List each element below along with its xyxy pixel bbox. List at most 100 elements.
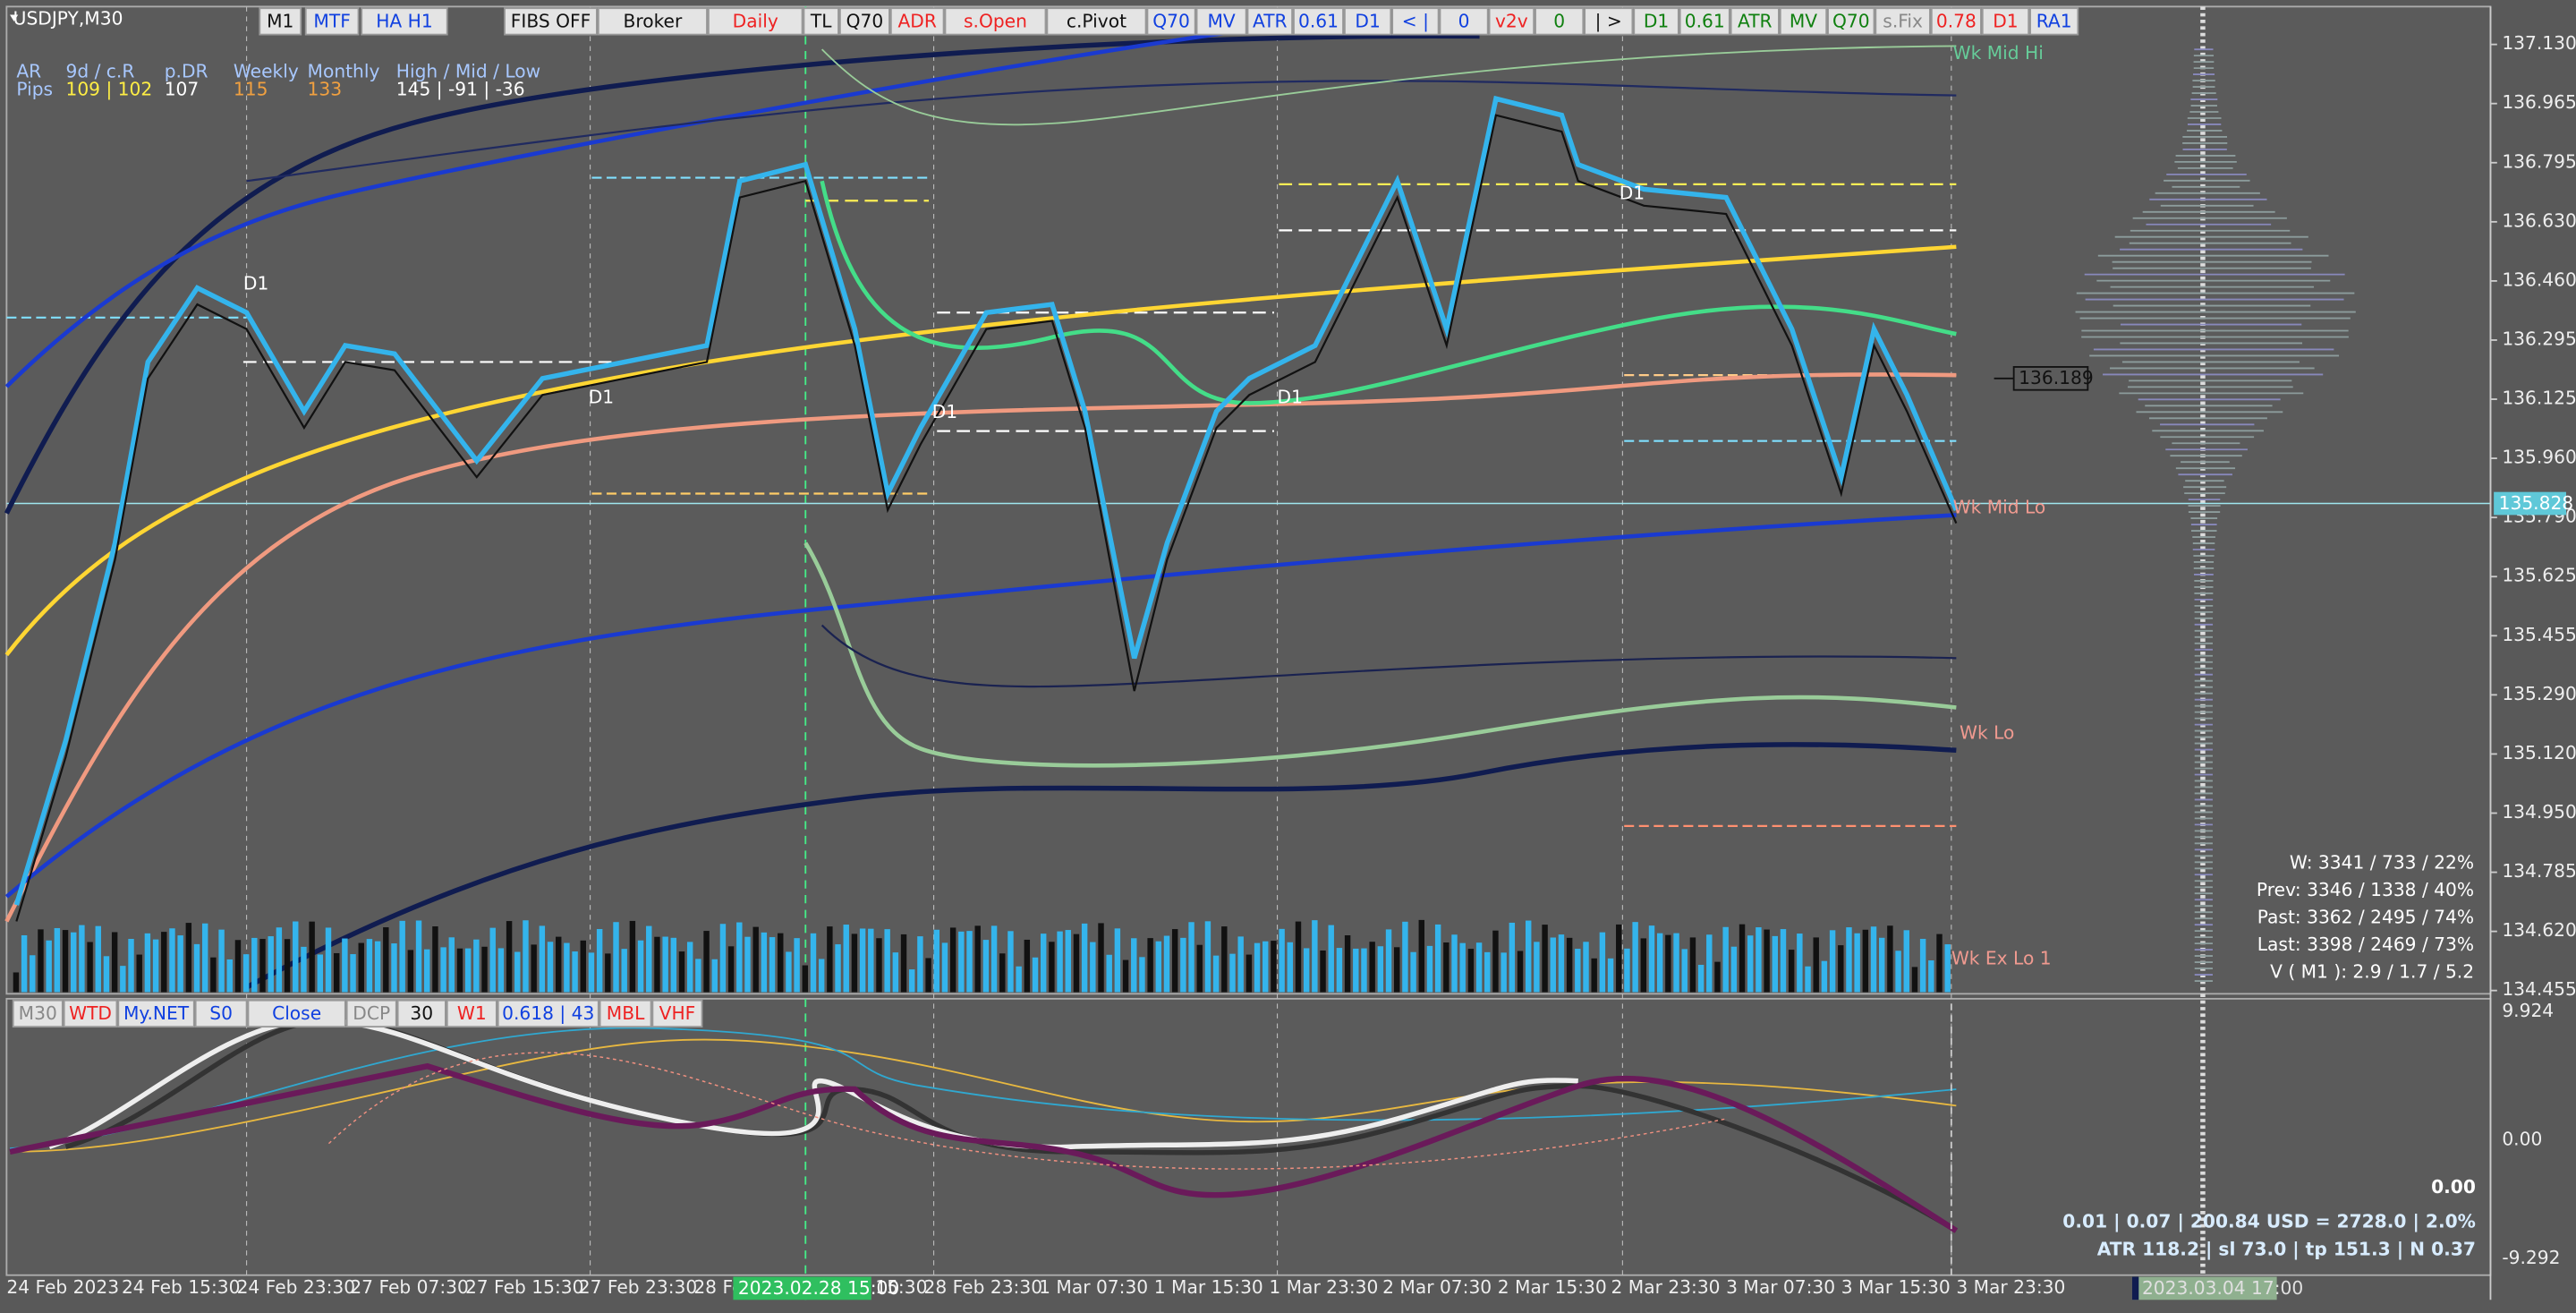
toolbar-button[interactable] [1488,7,1535,36]
indicator-curves [4,27,1957,990]
toolbar-button[interactable] [1930,7,1982,36]
indicator-button-label[interactable]: W1 [457,1002,487,1024]
volume-bar [670,937,677,993]
volume-bar [851,934,858,993]
toolbar-button[interactable] [707,7,803,36]
toolbar-button[interactable] [1633,7,1679,36]
toolbar-button-label[interactable]: FIBS OFF [511,10,591,31]
indicator-button-label[interactable]: MBL [607,1002,645,1024]
toolbar-button-label[interactable]: v2v [1495,10,1528,31]
toolbar-button[interactable] [1981,7,2030,36]
toolbar-button-label[interactable]: D1 [1644,10,1669,31]
toolbar-button[interactable] [597,7,708,36]
toolbar-button-label[interactable]: M1 [267,10,293,31]
volume-bar [1944,944,1951,993]
volume-bar [1887,925,1893,993]
indicator-button[interactable] [194,999,248,1028]
toolbar-button[interactable] [304,7,360,36]
toolbar-button[interactable] [803,7,839,36]
right-time-box [2131,1276,2277,1300]
toolbar-button-label[interactable]: ADR [897,10,936,31]
toolbar-button[interactable] [1875,7,1931,36]
indicator-button-label[interactable]: WTD [69,1002,112,1024]
chart-label: D1 [932,401,957,422]
info-header: AR [16,60,41,81]
volume-bar [1204,921,1211,993]
toolbar-button-label[interactable]: | > [1595,10,1622,31]
toolbar-button[interactable] [2029,7,2079,36]
toolbar-button-label[interactable]: RA1 [2036,10,2072,31]
toolbar-button[interactable] [1343,7,1392,36]
toolbar-button-label[interactable]: Broker [623,10,682,31]
toolbar-button[interactable] [1391,7,1440,36]
price-label: 134.785 [2502,860,2576,882]
toolbar-button[interactable] [1246,7,1294,36]
volume-bar [686,942,693,993]
toolbar-button-label[interactable]: s.Open [964,10,1027,31]
toolbar-button[interactable] [944,7,1047,36]
toolbar-button[interactable] [1827,7,1875,36]
indicator-button[interactable] [12,999,64,1028]
toolbar-button[interactable] [1730,7,1780,36]
toolbar-button-label[interactable]: < | [1402,10,1429,31]
toolbar-button-label[interactable]: MV [1790,10,1817,31]
indicator-button[interactable] [446,999,497,1028]
toolbar-button-label[interactable]: s.Fix [1883,10,1923,31]
indicator-button[interactable] [651,999,703,1028]
volume-bar [293,921,299,993]
toolbar-button[interactable] [1293,7,1344,36]
toolbar-button[interactable] [1439,7,1489,36]
toolbar-button-label[interactable]: ATR [1253,10,1288,31]
toolbar-button[interactable] [361,7,448,36]
indicator-button-label[interactable]: VHF [659,1002,696,1024]
indicator-button-label[interactable]: S0 [209,1002,233,1024]
toolbar-button[interactable] [838,7,890,36]
toolbar-button-label[interactable]: TL [810,10,832,31]
toolbar-button-label[interactable]: 0.61 [1685,10,1725,31]
volume-bar [1862,929,1869,993]
toolbar-button-label[interactable]: MTF [313,10,350,31]
indicator-button[interactable] [396,999,446,1028]
toolbar-button[interactable] [1195,7,1247,36]
toolbar-button[interactable] [1146,7,1196,36]
toolbar-button-label[interactable]: D1 [1355,10,1380,31]
toolbar-button-label[interactable]: ATR [1738,10,1773,31]
toolbar-button[interactable] [889,7,945,36]
toolbar-button[interactable] [1679,7,1730,36]
toolbar-button-label[interactable]: MV [1207,10,1235,31]
indicator-button[interactable] [63,999,118,1028]
toolbar-button-label[interactable]: Q70 [1152,10,1190,31]
indicator-button[interactable] [497,999,599,1028]
indicator-button-label[interactable]: 30 [410,1002,433,1024]
info-pips: 109 | 102 [65,79,152,100]
toolbar-button[interactable] [504,7,598,36]
chart-label: D1 [243,273,268,294]
indicator-button-label[interactable]: M30 [19,1002,57,1024]
toolbar-button[interactable] [1535,7,1585,36]
indicator-button-label[interactable]: My.NET [123,1002,190,1024]
time-label: 24 Feb 15:30 [122,1276,241,1298]
toolbar-button[interactable] [1584,7,1634,36]
toolbar-button[interactable] [1779,7,1828,36]
toolbar-button-label[interactable]: 0.61 [1298,10,1339,31]
indicator-button-label[interactable]: DCP [353,1002,390,1024]
toolbar-button-label[interactable]: c.Pivot [1067,10,1126,31]
toolbar-button-label[interactable]: 0 [1458,10,1470,31]
indicator-button[interactable] [599,999,652,1028]
volume-bar [778,933,784,993]
indicator-button[interactable] [117,999,195,1028]
toolbar-button[interactable] [1046,7,1147,36]
toolbar-button-label[interactable]: 0.78 [1936,10,1977,31]
toolbar-button-label[interactable]: 0 [1553,10,1565,31]
toolbar-button[interactable] [259,7,302,36]
toolbar-button-label[interactable]: D1 [1993,10,2018,31]
toolbar-button-label[interactable]: Q70 [1832,10,1870,31]
toolbar-button-label[interactable]: Daily [733,10,778,31]
indicator-button-label[interactable]: 0.618 | 43 [502,1002,594,1024]
indicator-button[interactable] [345,999,397,1028]
indicator-button[interactable] [247,999,346,1028]
indicator-button-label[interactable]: Close [272,1002,321,1024]
toolbar-button-label[interactable]: HA H1 [376,10,432,31]
title-arrow [10,14,19,21]
toolbar-button-label[interactable]: Q70 [846,10,884,31]
